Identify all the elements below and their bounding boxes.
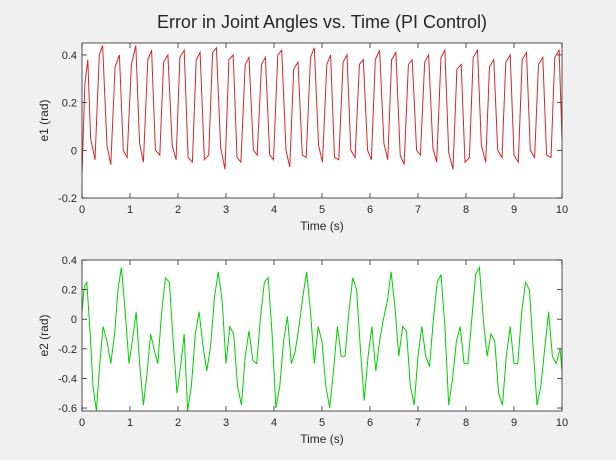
y-tick-label: 0.4 xyxy=(62,50,77,62)
x-tick-label: 5 xyxy=(319,417,325,429)
chart-title: Error in Joint Angles vs. Time (PI Contr… xyxy=(157,12,487,32)
x-tick-label: 8 xyxy=(463,417,469,429)
x-tick-label: 7 xyxy=(415,204,421,216)
y-tick-label: -0.2 xyxy=(58,344,77,356)
y-tick-label: -0.4 xyxy=(58,373,77,385)
y-tick-label: 0.2 xyxy=(62,285,77,297)
x-tick-label: 10 xyxy=(556,417,568,429)
x-tick-label: 0 xyxy=(79,204,85,216)
plot-area xyxy=(82,43,562,198)
x-tick-label: 4 xyxy=(271,417,277,429)
y-tick-label: 0 xyxy=(71,145,77,157)
y-axis-label: e2 (rad) xyxy=(37,314,51,356)
series-line-1-1 xyxy=(82,45,562,175)
x-axis-label: Time (s) xyxy=(300,219,344,233)
x-tick-label: 1 xyxy=(127,417,133,429)
x-tick-label: 9 xyxy=(511,417,517,429)
x-tick-label: 7 xyxy=(415,417,421,429)
y-tick-label: -0.2 xyxy=(58,193,77,205)
plot-area xyxy=(82,260,562,411)
series-line-2-1 xyxy=(82,265,562,411)
y-tick-label: 0.2 xyxy=(62,98,77,110)
x-tick-label: 3 xyxy=(223,204,229,216)
x-axis-label: Time (s) xyxy=(300,432,344,446)
x-tick-label: 3 xyxy=(223,417,229,429)
subplot-2: 0 1 2 3 4 5 6 7 8 9 10 -0.6 -0.4 -0.2 0 0.2 0.4 Time (s) e… xyxy=(37,255,568,446)
x-tick-label: 5 xyxy=(319,204,325,216)
x-tick-label: 6 xyxy=(367,417,373,429)
y-tick-label: 0 xyxy=(71,314,77,326)
x-tick-label: 9 xyxy=(511,204,517,216)
x-tick-label: 10 xyxy=(556,204,568,216)
x-tick-label: 2 xyxy=(175,417,181,429)
y-tick-label: -0.6 xyxy=(58,403,77,415)
x-tick-label: 8 xyxy=(463,204,469,216)
x-tick-label: 1 xyxy=(127,204,133,216)
x-tick-label: 4 xyxy=(271,204,277,216)
x-tick-label: 6 xyxy=(367,204,373,216)
x-tick-label: 0 xyxy=(79,417,85,429)
y-axis-label: e1 (rad) xyxy=(37,99,51,141)
x-tick-label: 2 xyxy=(175,204,181,216)
y-tick-label: 0.4 xyxy=(62,255,77,267)
